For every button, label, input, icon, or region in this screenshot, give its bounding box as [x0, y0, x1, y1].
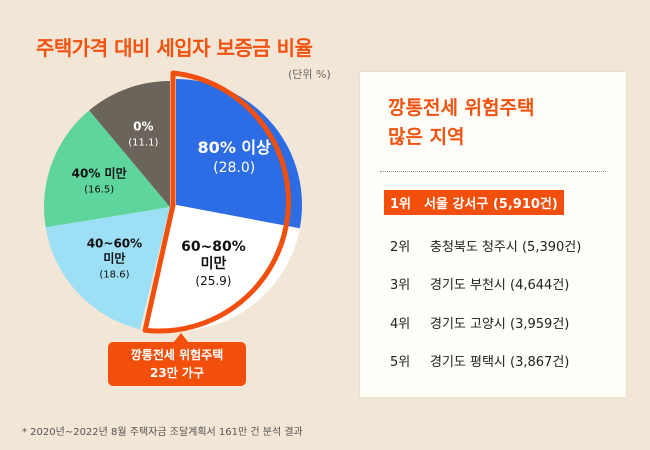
- slice-value-label: (18.6): [99, 269, 129, 280]
- highlight-outline: [142, 70, 291, 334]
- ranking-card: 깡통전세 위험주택 많은 지역 1위 서울 강서구 (5,910건) 2위 충청북도…: [360, 72, 626, 397]
- unit-label: (단위 %): [288, 68, 331, 81]
- slice-category-label: 60~80%: [181, 239, 246, 255]
- slice-category-label: 0%: [133, 119, 153, 133]
- rank-item: 5위 경기도 평택시 (3,867건): [390, 351, 569, 370]
- rank-region: 경기도 평택시 (3,867건): [430, 355, 570, 370]
- pie-chart: 80% 이상(28.0)60~80%미만(25.9)40~60%미만(18.6)…: [44, 70, 303, 334]
- card-title-line1: 깡통전세 위험주택: [388, 97, 535, 119]
- rank-region: 경기도 부천시 (4,644건): [430, 278, 570, 293]
- rank-region: 서울 강서구 (5,910건): [424, 197, 558, 212]
- rank-item: 3위 경기도 부천시 (4,644건): [390, 274, 569, 293]
- rank-region: 충청북도 청주시 (5,390건): [430, 240, 582, 255]
- slice-value-label: (11.1): [128, 137, 158, 148]
- rank-item: 4위 경기도 고양시 (3,959건): [390, 313, 569, 332]
- pie-slice: [145, 205, 300, 332]
- slice-value-label: (16.5): [84, 184, 114, 195]
- rank-item: 1위 서울 강서구 (5,910건): [384, 190, 564, 215]
- rank-number: 1위: [390, 197, 412, 212]
- slice-category-label: 80% 이상: [198, 138, 272, 157]
- pie-slice: [44, 110, 170, 228]
- pie-slice: [89, 81, 170, 207]
- rank-number: 2위: [390, 240, 411, 255]
- slice-value-label: (28.0): [213, 160, 255, 176]
- slice-category-label: 미만: [201, 256, 227, 272]
- rank-item: 2위 충청북도 청주시 (5,390건): [390, 236, 581, 255]
- slice-category-label: 40~60%: [87, 236, 142, 250]
- callout-line2: 23만 가구: [150, 366, 204, 380]
- rank-number: 3위: [390, 278, 411, 293]
- callout-line1: 깡통전세 위험주택: [130, 348, 224, 362]
- pie-slice: [45, 207, 170, 330]
- rank-region: 경기도 고양시 (3,959건): [430, 317, 570, 332]
- rank-number: 5위: [390, 355, 411, 370]
- slice-category-label: 40% 미만: [72, 165, 127, 180]
- footnote: * 2020년~2022년 8월 주택자금 조달계획서 161만 건 분석 결과: [22, 427, 303, 438]
- card-title-line2: 많은 지역: [388, 126, 465, 148]
- card-title: 깡통전세 위험주택 많은 지역: [388, 94, 534, 152]
- callout-badge: 깡통전세 위험주택 23만 가구: [108, 333, 246, 386]
- chart-title: 주택가격 대비 세입자 보증금 비율: [36, 36, 313, 60]
- rank-number: 4위: [390, 317, 411, 332]
- pie-slice: [176, 79, 303, 229]
- slice-value-label: (25.9): [195, 274, 231, 288]
- slice-category-label: 미만: [103, 250, 125, 265]
- divider: [380, 171, 606, 172]
